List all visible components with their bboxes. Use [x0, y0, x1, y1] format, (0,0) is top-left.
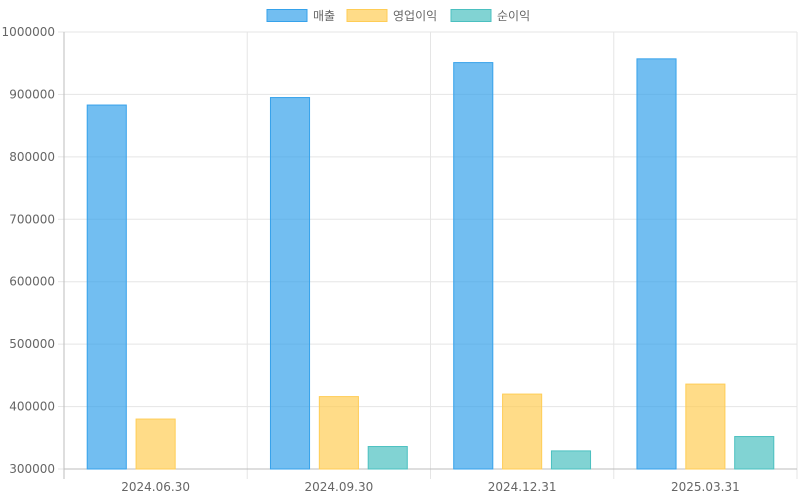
legend-swatch — [346, 9, 388, 22]
x-tick-label: 2024.12.31 — [488, 480, 557, 494]
y-tick-label: 900000 — [9, 87, 55, 101]
y-tick-label: 1000000 — [2, 25, 55, 39]
bar-1-4[interactable] — [636, 58, 677, 470]
y-tick-label: 500000 — [9, 337, 55, 351]
bar-1-2[interactable] — [269, 97, 311, 470]
legend-label: 순이익 — [497, 9, 530, 23]
bar-2-3[interactable] — [502, 393, 543, 470]
bar-3-4[interactable] — [734, 436, 775, 470]
y-tick-label: 700000 — [9, 212, 55, 226]
bar-2-2[interactable] — [318, 396, 359, 470]
legend-label: 매출 — [313, 9, 335, 23]
bar-3-3[interactable] — [550, 450, 592, 470]
bar-1-3[interactable] — [453, 62, 494, 470]
bar-1-1[interactable] — [86, 104, 127, 470]
legend-label: 영업이익 — [393, 9, 437, 23]
legend-item-1[interactable]: 매출 — [266, 9, 335, 23]
y-tick-label: 800000 — [9, 150, 55, 164]
bar-2-4[interactable] — [685, 383, 726, 470]
y-tick-label: 400000 — [9, 400, 55, 414]
legend-item-3[interactable]: 순이익 — [450, 9, 530, 23]
bar-2-1[interactable] — [135, 418, 176, 470]
legend-swatch — [266, 9, 308, 22]
y-tick-label: 600000 — [9, 275, 55, 289]
legend-swatch — [450, 9, 492, 22]
x-tick-label: 2024.09.30 — [305, 480, 374, 494]
y-axis-ticks: 1000000 900000 800000 700000 600000 500000 400… — [2, 25, 55, 476]
bar-3-2[interactable] — [367, 446, 408, 470]
legend: 매출 영업이익 순이익 — [266, 9, 530, 23]
bars — [86, 58, 775, 470]
x-tick-label: 2025.03.31 — [671, 480, 740, 494]
legend-item-2[interactable]: 영업이익 — [346, 9, 437, 23]
x-axis-ticks: 2024.06.30 2024.09.30 2024.12.31 2025.03.31 — [121, 480, 739, 494]
y-tick-label: 300000 — [9, 462, 55, 476]
x-tick-label: 2024.06.30 — [121, 480, 190, 494]
